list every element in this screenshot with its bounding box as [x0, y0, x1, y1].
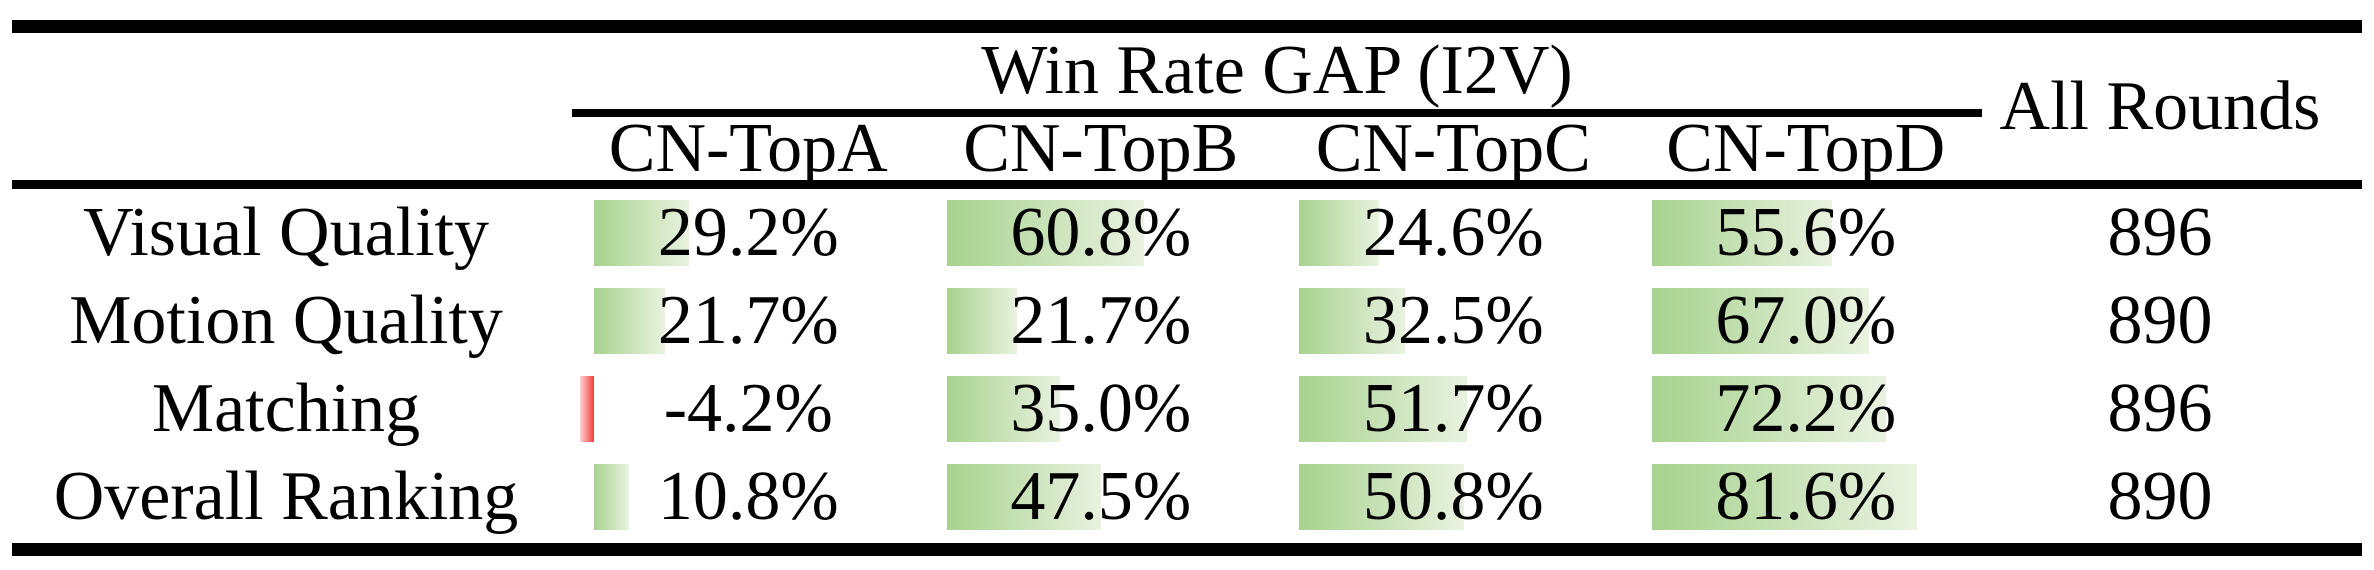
data-bar — [1651, 288, 1870, 354]
data-bar — [946, 464, 1101, 530]
value-cell: 67.0% — [1630, 277, 1983, 365]
value-cell: -4.2% — [572, 365, 925, 453]
data-bar — [1651, 200, 1833, 266]
win-rate-value: 47.5% — [1010, 458, 1192, 535]
win-rate-value: 21.7% — [657, 282, 839, 359]
data-bar — [594, 464, 630, 530]
value-cell: 50.8% — [1277, 453, 1630, 541]
row-label: Overall Ranking — [53, 458, 519, 535]
win-rate-value: 67.0% — [1715, 282, 1897, 359]
column-header-cn-topb: CN-TopB — [963, 109, 1239, 187]
table-row-visual-quality: Visual Quality 29.2% 60.8% 24.6% 55.6% 8… — [0, 189, 2374, 277]
row-label: Matching — [151, 370, 421, 447]
data-bar — [946, 200, 1145, 266]
win-rate-value: 29.2% — [657, 194, 839, 271]
data-bar — [946, 376, 1061, 442]
group-header-win-rate-gap: Win Rate GAP (I2V) — [981, 32, 1573, 109]
all-rounds-value: 890 — [2107, 282, 2213, 359]
data-bar — [1299, 464, 1465, 530]
column-header-row: CN-TopA CN-TopB CN-TopC CN-TopD — [0, 109, 2374, 187]
value-cell: 10.8% — [572, 453, 925, 541]
data-bar — [946, 288, 1018, 354]
win-rate-value: 21.7% — [1010, 282, 1192, 359]
win-rate-value: 72.2% — [1715, 370, 1897, 447]
column-header-all-rounds: All Rounds — [1999, 67, 2321, 145]
value-cell: 35.0% — [925, 365, 1278, 453]
value-cell: 51.7% — [1277, 365, 1630, 453]
win-rate-value: 24.6% — [1362, 194, 1544, 271]
table-bottom-rule — [12, 543, 2362, 556]
group-header-underline-rule — [572, 109, 1982, 117]
win-rate-value: 51.7% — [1362, 370, 1544, 447]
value-cell: 21.7% — [572, 277, 925, 365]
win-rate-value: 60.8% — [1010, 194, 1192, 271]
table-row-matching: Matching -4.2% 35.0% 51.7% 72.2% 896 — [0, 365, 2374, 453]
value-cell: 72.2% — [1630, 365, 1983, 453]
header-spacer — [0, 117, 572, 180]
all-rounds-value: 890 — [2107, 458, 2213, 535]
value-cell: 21.7% — [925, 277, 1278, 365]
data-bar — [1651, 376, 1887, 442]
data-bar — [1299, 376, 1468, 442]
value-cell: 47.5% — [925, 453, 1278, 541]
data-bar — [1299, 200, 1379, 266]
table-row-motion-quality: Motion Quality 21.7% 21.7% 32.5% 67.0% 8… — [0, 277, 2374, 365]
column-header-cn-topc: CN-TopC — [1315, 109, 1591, 187]
win-rate-value: 32.5% — [1362, 282, 1544, 359]
win-rate-value: 10.8% — [657, 458, 839, 535]
all-rounds-value: 896 — [2107, 370, 2213, 447]
row-label: Visual Quality — [82, 194, 490, 271]
win-rate-value: 35.0% — [1010, 370, 1192, 447]
column-header-cn-topa: CN-TopA — [608, 109, 888, 187]
column-header-cn-topd: CN-TopD — [1666, 109, 1946, 187]
table-body: Visual Quality 29.2% 60.8% 24.6% 55.6% 8… — [0, 189, 2374, 542]
header-bottom-rule — [12, 180, 2362, 189]
value-cell: 60.8% — [925, 189, 1278, 277]
value-cell: 55.6% — [1630, 189, 1983, 277]
win-rate-value: 50.8% — [1362, 458, 1544, 535]
data-bar — [594, 200, 689, 266]
win-rate-value: 55.6% — [1715, 194, 1897, 271]
all-rounds-value: 896 — [2107, 194, 2213, 271]
row-label: Motion Quality — [69, 282, 503, 359]
data-bar — [1651, 464, 1917, 530]
table-row-overall-ranking: Overall Ranking 10.8% 47.5% 50.8% 81.6% … — [0, 453, 2374, 541]
data-bar-negative — [580, 376, 594, 442]
value-cell: 81.6% — [1630, 453, 1983, 541]
win-rate-value: 81.6% — [1715, 458, 1897, 535]
data-bar — [594, 288, 665, 354]
data-bar — [1299, 288, 1405, 354]
table-top-rule — [12, 20, 2362, 33]
value-cell: 32.5% — [1277, 277, 1630, 365]
win-rate-value: -4.2% — [663, 370, 833, 447]
value-cell: 29.2% — [572, 189, 925, 277]
value-cell: 24.6% — [1277, 189, 1630, 277]
